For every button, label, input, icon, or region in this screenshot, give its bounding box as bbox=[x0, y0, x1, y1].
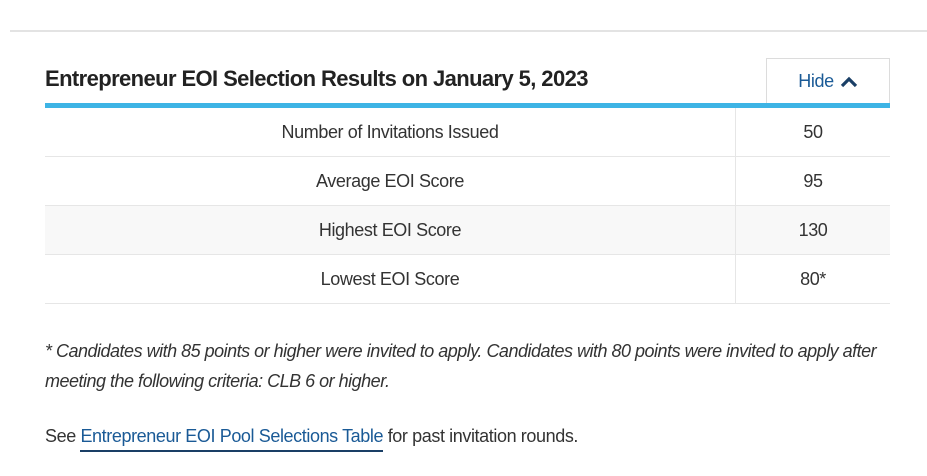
table-row: Number of Invitations Issued 50 bbox=[45, 108, 890, 157]
row-value: 130 bbox=[735, 205, 890, 255]
hide-label: Hide bbox=[798, 71, 834, 91]
table-row: Lowest EOI Score 80* bbox=[45, 254, 890, 304]
row-label: Average EOI Score bbox=[45, 156, 736, 206]
row-value: 50 bbox=[735, 108, 890, 157]
chevron-up-icon bbox=[840, 76, 857, 87]
see-prefix: See bbox=[45, 426, 81, 446]
hide-button[interactable]: Hide bbox=[766, 58, 890, 104]
section-title: Entrepreneur EOI Selection Results on Ja… bbox=[45, 66, 588, 91]
accent-bar bbox=[45, 103, 890, 108]
table-row: Highest EOI Score 130 bbox=[45, 205, 890, 255]
results-table: Number of Invitations Issued 50 Average … bbox=[45, 108, 890, 304]
row-label: Highest EOI Score bbox=[45, 205, 736, 255]
pool-selections-link[interactable]: Entrepreneur EOI Pool Selections Table bbox=[80, 426, 384, 452]
see-suffix: for past invitation rounds. bbox=[383, 426, 579, 446]
divider bbox=[10, 30, 927, 32]
row-label: Lowest EOI Score bbox=[45, 254, 736, 304]
footnote: * Candidates with 85 points or higher we… bbox=[45, 341, 877, 391]
row-label: Number of Invitations Issued bbox=[45, 108, 736, 157]
table-row: Average EOI Score 95 bbox=[45, 156, 890, 206]
see-also: See Entrepreneur EOI Pool Selections Tab… bbox=[45, 426, 579, 452]
row-value: 80* bbox=[735, 254, 890, 304]
row-value: 95 bbox=[735, 156, 890, 206]
